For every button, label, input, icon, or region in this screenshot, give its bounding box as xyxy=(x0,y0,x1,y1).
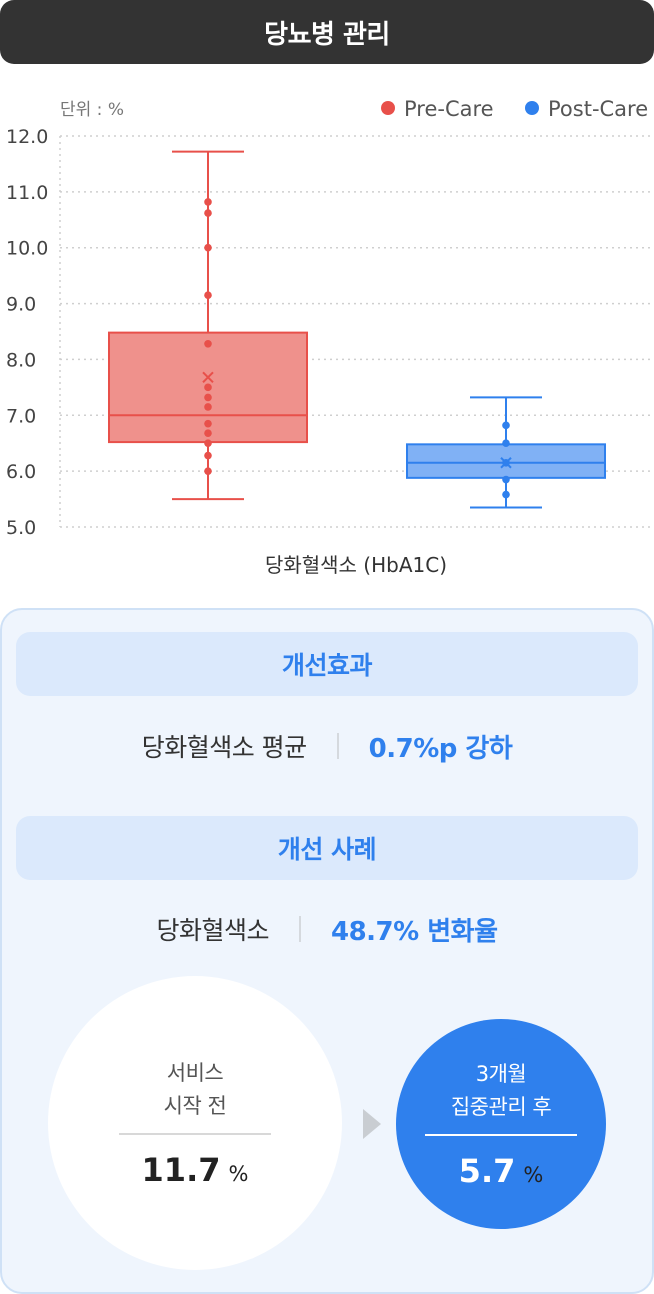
before-label-line2: 시작 전 xyxy=(163,1094,227,1118)
case-heading-box: 개선 사례 xyxy=(16,816,638,880)
after-value-row: 5.7% xyxy=(459,1152,544,1190)
data-point xyxy=(204,291,212,299)
y-tick-label: 9.0 xyxy=(6,294,36,316)
legend-marker xyxy=(525,101,539,115)
legend-label: Pre-Care xyxy=(404,97,494,121)
before-circle: 서비스 시작 전 11.7% xyxy=(48,976,342,1270)
effect-heading: 개선효과 xyxy=(281,651,373,680)
after-label-line1: 3개월 xyxy=(475,1062,527,1086)
data-point xyxy=(204,429,212,437)
y-tick-label: 8.0 xyxy=(6,349,36,371)
before-label-line1: 서비스 xyxy=(166,1061,224,1085)
arrow-right-icon xyxy=(363,1109,381,1139)
data-point xyxy=(204,467,212,475)
after-divider xyxy=(425,1134,577,1136)
data-point xyxy=(204,419,212,428)
case-metric-row: 당화혈색소 48.7% 변화율 xyxy=(0,909,654,949)
before-divider xyxy=(119,1133,271,1135)
divider xyxy=(299,916,301,942)
divider xyxy=(336,733,339,759)
mean-marker xyxy=(500,457,512,469)
x-axis-label: 당화혈색소 (HbA1C) xyxy=(265,553,447,577)
after-value: 5.7 xyxy=(458,1152,516,1190)
after-circle: 3개월 집중관리 후 5.7% xyxy=(396,1019,606,1229)
after-unit: % xyxy=(523,1163,544,1187)
case-value: 48.7% 변화율 xyxy=(331,916,498,947)
data-point xyxy=(204,393,212,402)
legend-label: Post-Care xyxy=(548,97,648,121)
unit-label: 단위 : % xyxy=(60,100,124,120)
effect-heading-box: 개선효과 xyxy=(16,632,638,696)
y-tick-label: 7.0 xyxy=(6,405,36,427)
y-tick-label: 12.0 xyxy=(6,126,48,148)
mean-marker xyxy=(202,371,214,384)
data-point xyxy=(204,209,212,217)
legend-marker xyxy=(381,101,395,115)
before-unit: % xyxy=(228,1162,249,1186)
effect-value: 0.7%p 강하 xyxy=(368,733,513,764)
effect-label: 당화혈색소 평균 xyxy=(141,733,307,762)
data-point xyxy=(502,475,510,484)
boxplot-chart: 단위 : % Pre-Care Post-Care 12.0 11.0 10.0 9.0 8.… xyxy=(6,97,654,577)
y-tick-label: 11.0 xyxy=(6,182,48,204)
data-point xyxy=(204,383,212,392)
after-label-line2: 집중관리 후 xyxy=(450,1095,552,1119)
data-point xyxy=(204,403,212,411)
page-title: 당뇨병 관리 xyxy=(264,19,390,50)
data-point xyxy=(204,339,212,348)
y-tick-label: 5.0 xyxy=(6,517,36,539)
data-point xyxy=(204,451,212,460)
data-point xyxy=(502,439,510,448)
before-value: 11.7 xyxy=(141,1151,221,1189)
data-point xyxy=(204,243,212,252)
data-point xyxy=(502,421,510,430)
case-heading: 개선 사례 xyxy=(277,835,377,864)
y-tick-label: 10.0 xyxy=(6,238,48,260)
data-point xyxy=(204,198,212,206)
data-point xyxy=(204,439,212,448)
y-tick-label: 6.0 xyxy=(6,461,36,483)
case-label: 당화혈색소 xyxy=(156,916,269,945)
before-value-row: 11.7% xyxy=(142,1151,249,1189)
page-title-bar: 당뇨병 관리 xyxy=(0,0,654,64)
effect-metric-row: 당화혈색소 평균 0.7%p 강하 xyxy=(0,726,654,766)
data-point xyxy=(502,490,510,499)
